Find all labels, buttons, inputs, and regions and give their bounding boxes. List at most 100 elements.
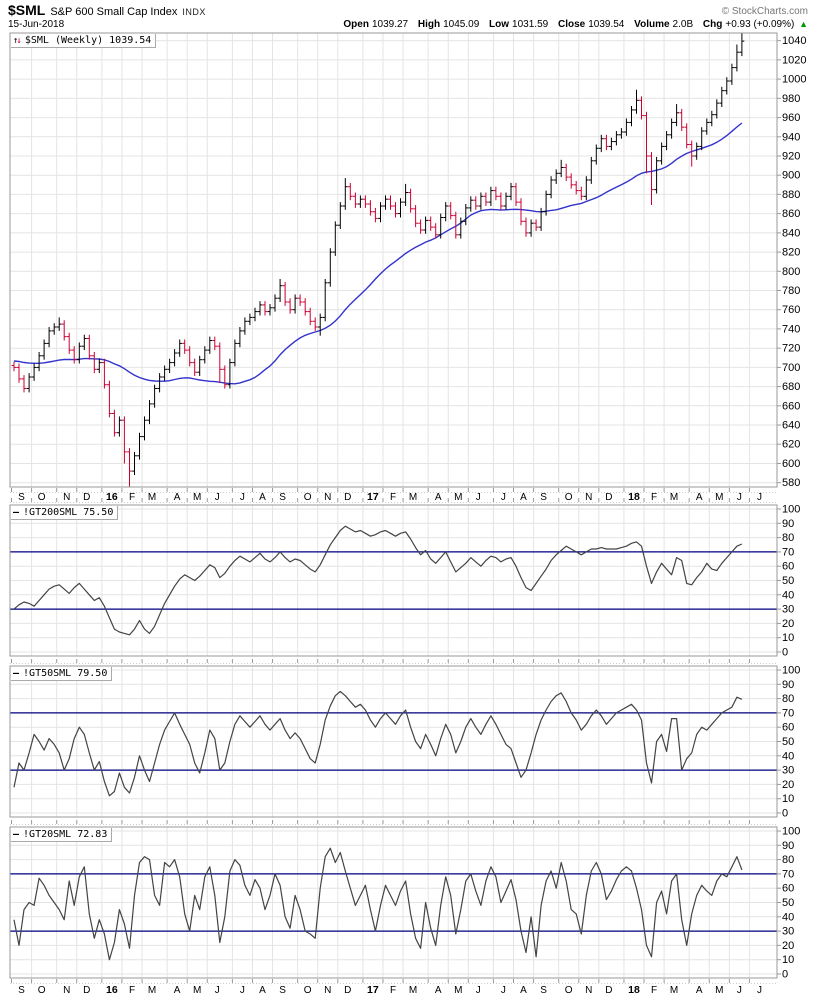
svg-text:J: J bbox=[476, 985, 481, 996]
svg-text:A: A bbox=[259, 985, 266, 996]
svg-text:70: 70 bbox=[782, 707, 794, 719]
svg-text:M: M bbox=[193, 985, 201, 996]
svg-text:S: S bbox=[18, 985, 25, 996]
svg-text:50: 50 bbox=[782, 736, 794, 748]
svg-text:30: 30 bbox=[782, 604, 794, 616]
svg-text:D: D bbox=[83, 985, 90, 996]
svg-text:70: 70 bbox=[782, 868, 794, 880]
svg-text:0: 0 bbox=[782, 969, 788, 981]
svg-text:90: 90 bbox=[782, 840, 794, 852]
svg-text:A: A bbox=[259, 492, 266, 503]
svg-text:M: M bbox=[148, 492, 156, 503]
svg-text:100: 100 bbox=[782, 665, 800, 677]
gt50-legend: — !GT50SML 79.50 bbox=[11, 667, 113, 681]
svg-text:660: 660 bbox=[782, 400, 800, 412]
svg-text:M: M bbox=[454, 985, 462, 996]
header-title-row: $SML S&P 600 Small Cap Index INDX © StockC… bbox=[8, 2, 814, 18]
svg-text:M: M bbox=[715, 985, 723, 996]
svg-text:S: S bbox=[18, 492, 25, 503]
quote-strip: Open 1039.27 High 1045.09 Low 1031.59 Close… bbox=[336, 19, 808, 30]
svg-text:1040: 1040 bbox=[782, 35, 806, 47]
price-axis: 1040 1020 1000 980 960 940 920 900 880 860 840 820 8… bbox=[777, 35, 806, 489]
svg-text:40: 40 bbox=[782, 911, 794, 923]
svg-text:M: M bbox=[193, 492, 201, 503]
svg-text:J: J bbox=[501, 492, 506, 503]
svg-text:F: F bbox=[651, 492, 657, 503]
svg-text:80: 80 bbox=[782, 693, 794, 705]
svg-text:940: 940 bbox=[782, 131, 800, 143]
svg-text:60: 60 bbox=[782, 561, 794, 573]
svg-text:A: A bbox=[435, 985, 442, 996]
line-swatch-icon: — bbox=[13, 829, 20, 840]
stockcharts-credit: © StockCharts.com bbox=[721, 6, 808, 17]
svg-text:J: J bbox=[501, 985, 506, 996]
gt20-label: !GT20SML bbox=[23, 829, 72, 840]
svg-text:M: M bbox=[454, 492, 462, 503]
gt20-legend: — !GT20SML 72.83 bbox=[11, 828, 113, 842]
chg-value: +0.93 (+0.09%) bbox=[725, 19, 795, 30]
svg-text:40: 40 bbox=[782, 750, 794, 762]
low-label: Low bbox=[489, 19, 510, 30]
month-ticks bbox=[10, 979, 777, 984]
close-value: 1039.54 bbox=[588, 19, 625, 30]
svg-text:O: O bbox=[304, 492, 312, 503]
svg-text:A: A bbox=[696, 985, 703, 996]
gt50-label: !GT50SML bbox=[23, 668, 72, 679]
svg-text:820: 820 bbox=[782, 247, 800, 259]
high-value: 1045.09 bbox=[443, 19, 480, 30]
symbol: $SML bbox=[8, 2, 46, 18]
svg-text:20: 20 bbox=[782, 779, 794, 791]
svg-text:0: 0 bbox=[782, 808, 788, 820]
svg-text:N: N bbox=[63, 985, 70, 996]
svg-text:1020: 1020 bbox=[782, 54, 806, 66]
svg-text:O: O bbox=[38, 492, 46, 503]
svg-text:10: 10 bbox=[782, 632, 794, 644]
chart-header: $SML S&P 600 Small Cap Index INDX © StockC… bbox=[0, 0, 820, 32]
down-arrow-icon: ↓ bbox=[16, 36, 22, 46]
symbol-name: S&P 600 Small Cap Index bbox=[50, 6, 178, 18]
price-legend: ↑↓ $SML (Weekly) 1039.54 bbox=[11, 34, 157, 48]
svg-text:20: 20 bbox=[782, 618, 794, 630]
low-value: 1031.59 bbox=[512, 19, 549, 30]
svg-text:60: 60 bbox=[782, 883, 794, 895]
svg-text:30: 30 bbox=[782, 765, 794, 777]
svg-text:50: 50 bbox=[782, 897, 794, 909]
svg-text:840: 840 bbox=[782, 227, 800, 239]
header-quote-row: 15-Jun-2018 Open 1039.27 High 1045.09 Low 1… bbox=[8, 18, 814, 32]
line-swatch-icon: — bbox=[13, 507, 20, 518]
svg-text:18: 18 bbox=[628, 984, 640, 996]
svg-text:S: S bbox=[540, 492, 547, 503]
open-value: 1039.27 bbox=[371, 19, 409, 30]
price-bars bbox=[11, 33, 745, 487]
svg-text:780: 780 bbox=[782, 285, 800, 297]
svg-text:M: M bbox=[670, 492, 678, 503]
svg-text:F: F bbox=[390, 492, 396, 503]
svg-text:740: 740 bbox=[782, 323, 800, 335]
svg-text:D: D bbox=[344, 492, 351, 503]
svg-text:90: 90 bbox=[782, 518, 794, 530]
svg-text:760: 760 bbox=[782, 304, 800, 316]
svg-text:A: A bbox=[174, 985, 181, 996]
price-legend-text: $SML (Weekly) bbox=[24, 35, 104, 46]
svg-text:D: D bbox=[605, 492, 612, 503]
svg-text:J: J bbox=[757, 492, 762, 503]
svg-text:M: M bbox=[148, 985, 156, 996]
svg-text:S: S bbox=[540, 985, 547, 996]
svg-text:M: M bbox=[715, 492, 723, 503]
volume-value: 2.0B bbox=[672, 19, 694, 30]
svg-text:16: 16 bbox=[106, 491, 118, 503]
svg-text:50: 50 bbox=[782, 575, 794, 587]
svg-text:D: D bbox=[83, 492, 90, 503]
close-label: Close bbox=[557, 19, 586, 30]
svg-text:860: 860 bbox=[782, 208, 800, 220]
symbol-exchange: INDX bbox=[182, 7, 206, 17]
svg-text:A: A bbox=[520, 492, 527, 503]
month-ticks bbox=[10, 659, 777, 664]
gt20-value: 72.83 bbox=[77, 829, 108, 840]
gt200-label: !GT200SML bbox=[23, 507, 78, 518]
svg-text:70: 70 bbox=[782, 546, 794, 558]
open-label: Open bbox=[343, 19, 369, 30]
